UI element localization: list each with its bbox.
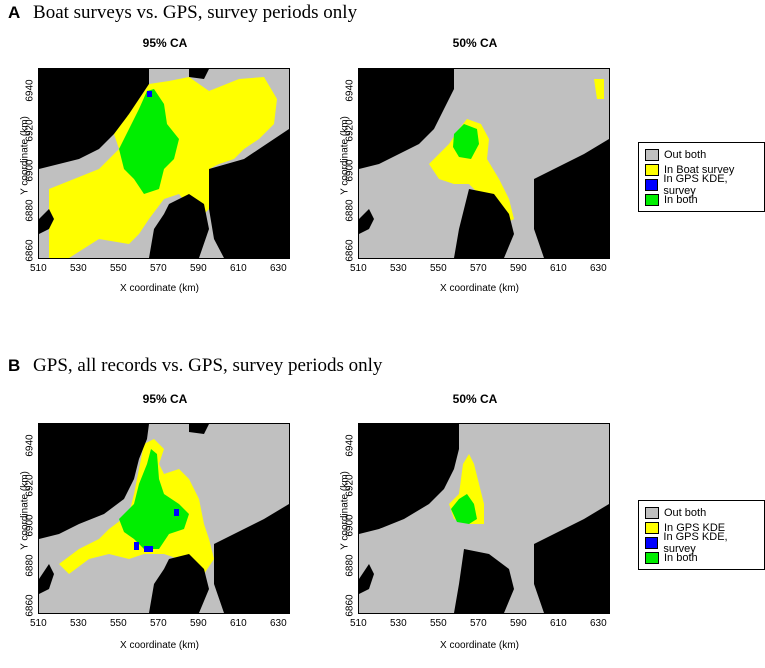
xtick: 530 xyxy=(70,263,87,274)
ytick: 6920 xyxy=(24,119,36,142)
xtick: 570 xyxy=(470,263,487,274)
xtick: 550 xyxy=(110,618,127,629)
panel-b-right-title: 50% CA xyxy=(452,392,498,406)
panel-b-header: B GPS, all records vs. GPS, survey perio… xyxy=(8,355,382,377)
ytick: 6900 xyxy=(344,514,356,537)
xtick: 610 xyxy=(550,618,567,629)
map-b-95 xyxy=(38,423,290,614)
legend-item: Out both xyxy=(645,505,758,520)
panel-a-letter: A xyxy=(8,3,21,22)
ytick: 6940 xyxy=(344,79,356,102)
xtick: 630 xyxy=(270,618,287,629)
xtick: 630 xyxy=(590,263,607,274)
ytick: 6900 xyxy=(344,159,356,182)
panel-a-left-xlabel: X coordinate (km) xyxy=(120,283,199,294)
ytick: 6940 xyxy=(24,434,36,457)
legend-item: Out both xyxy=(645,147,758,162)
legend-item: In GPS KDE, survey xyxy=(645,173,758,197)
xtick: 570 xyxy=(150,618,167,629)
panel-a-header: A Boat surveys vs. GPS, survey periods o… xyxy=(8,2,357,24)
panel-b-left-xlabel: X coordinate (km) xyxy=(120,640,199,651)
xtick: 610 xyxy=(550,263,567,274)
xtick: 590 xyxy=(190,618,207,629)
ytick: 6920 xyxy=(24,474,36,497)
panel-a-right-xlabel: X coordinate (km) xyxy=(440,283,519,294)
ytick: 6900 xyxy=(24,159,36,182)
xtick: 530 xyxy=(390,618,407,629)
swatch-in-both xyxy=(645,193,659,206)
panel-a-left-title: 95% CA xyxy=(142,36,188,50)
panel-a-right-title: 50% CA xyxy=(452,36,498,50)
xtick: 510 xyxy=(30,263,47,274)
ytick: 6880 xyxy=(344,199,356,222)
swatch-out-both xyxy=(645,506,659,519)
ytick: 6860 xyxy=(344,239,356,262)
ytick: 6920 xyxy=(344,119,356,142)
xtick: 590 xyxy=(510,263,527,274)
xtick: 590 xyxy=(190,263,207,274)
panel-b-letter: B xyxy=(8,356,21,375)
swatch-in-first xyxy=(645,521,659,534)
legend-item: In both xyxy=(645,550,758,565)
xtick: 570 xyxy=(470,618,487,629)
ytick: 6940 xyxy=(344,434,356,457)
xtick: 610 xyxy=(230,618,247,629)
ytick: 6900 xyxy=(24,514,36,537)
xtick: 550 xyxy=(110,263,127,274)
ytick: 6860 xyxy=(344,594,356,617)
panel-b-right-xlabel: X coordinate (km) xyxy=(440,640,519,651)
xtick: 550 xyxy=(430,263,447,274)
xtick: 510 xyxy=(350,618,367,629)
xtick: 510 xyxy=(30,618,47,629)
map-b-50 xyxy=(358,423,610,614)
panel-a-title: Boat surveys vs. GPS, survey periods onl… xyxy=(33,2,358,23)
map-a-50 xyxy=(358,68,610,259)
ytick: 6860 xyxy=(24,594,36,617)
swatch-in-gps-survey xyxy=(645,178,659,191)
legend-item: In both xyxy=(645,192,758,207)
xtick: 630 xyxy=(270,263,287,274)
ytick: 6860 xyxy=(24,239,36,262)
swatch-in-first xyxy=(645,163,659,176)
ytick: 6880 xyxy=(24,199,36,222)
xtick: 550 xyxy=(430,618,447,629)
swatch-in-gps-survey xyxy=(645,536,659,549)
xtick: 510 xyxy=(350,263,367,274)
panel-b-left-title: 95% CA xyxy=(142,392,188,406)
ytick: 6920 xyxy=(344,474,356,497)
ytick: 6880 xyxy=(344,554,356,577)
legend-item: In GPS KDE, survey xyxy=(645,531,758,555)
ytick: 6940 xyxy=(24,79,36,102)
xtick: 530 xyxy=(390,263,407,274)
xtick: 610 xyxy=(230,263,247,274)
panel-b-title: GPS, all records vs. GPS, survey periods… xyxy=(33,355,383,376)
legend-item: In GPS KDE xyxy=(645,520,758,535)
xtick: 530 xyxy=(70,618,87,629)
panel-b-legend: Out both In GPS KDE In GPS KDE, survey I… xyxy=(638,500,765,570)
legend-item: In Boat survey xyxy=(645,162,758,177)
panel-a-legend: Out both In Boat survey In GPS KDE, surv… xyxy=(638,142,765,212)
xtick: 570 xyxy=(150,263,167,274)
swatch-in-both xyxy=(645,551,659,564)
xtick: 630 xyxy=(590,618,607,629)
ytick: 6880 xyxy=(24,554,36,577)
map-a-95 xyxy=(38,68,290,259)
xtick: 590 xyxy=(510,618,527,629)
swatch-out-both xyxy=(645,148,659,161)
